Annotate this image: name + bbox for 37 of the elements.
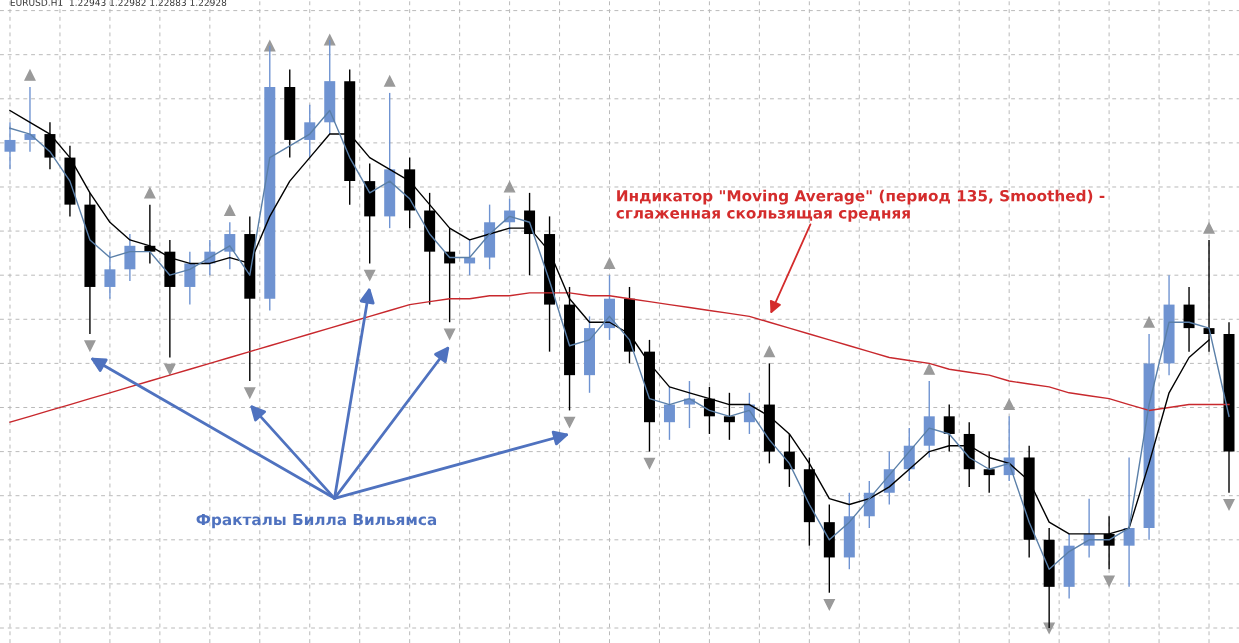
point bbox=[224, 204, 236, 217]
point bbox=[1143, 316, 1155, 328]
point bbox=[144, 187, 156, 199]
point bbox=[643, 457, 656, 469]
candlestick bbox=[663, 386, 675, 441]
point bbox=[1203, 222, 1215, 234]
point bbox=[504, 181, 516, 193]
chart-title: EURUSD.H1 1.22943 1.22982 1.22883 1.22928 bbox=[10, 0, 227, 6]
point bbox=[24, 69, 36, 81]
candlestick bbox=[124, 233, 136, 282]
point bbox=[84, 340, 96, 352]
point bbox=[823, 598, 835, 611]
point bbox=[1003, 399, 1015, 411]
point bbox=[364, 269, 376, 281]
candlestick bbox=[1123, 456, 1135, 588]
point bbox=[923, 363, 935, 375]
candlestick bbox=[104, 250, 116, 300]
candlestick bbox=[723, 392, 735, 441]
point bbox=[244, 387, 256, 399]
candlestick bbox=[1183, 286, 1195, 353]
point bbox=[384, 75, 396, 87]
annotation: Индикатор "Moving Average" (период 135, Smoothed) - сглаженная скользящая средняя bbox=[616, 189, 1105, 222]
point bbox=[1223, 498, 1235, 511]
point bbox=[1103, 575, 1115, 587]
candlestick bbox=[983, 450, 995, 494]
candlestick bbox=[224, 221, 236, 271]
candlestick bbox=[4, 121, 16, 171]
point bbox=[444, 328, 456, 340]
point bbox=[763, 346, 775, 358]
candlestick bbox=[184, 250, 196, 306]
candlestick bbox=[304, 103, 316, 159]
candlestick bbox=[943, 403, 955, 453]
point bbox=[324, 34, 336, 46]
annotation: Фракталы Билла Вильямса bbox=[196, 513, 437, 529]
point bbox=[164, 363, 176, 375]
point bbox=[603, 257, 616, 269]
point bbox=[563, 416, 576, 428]
